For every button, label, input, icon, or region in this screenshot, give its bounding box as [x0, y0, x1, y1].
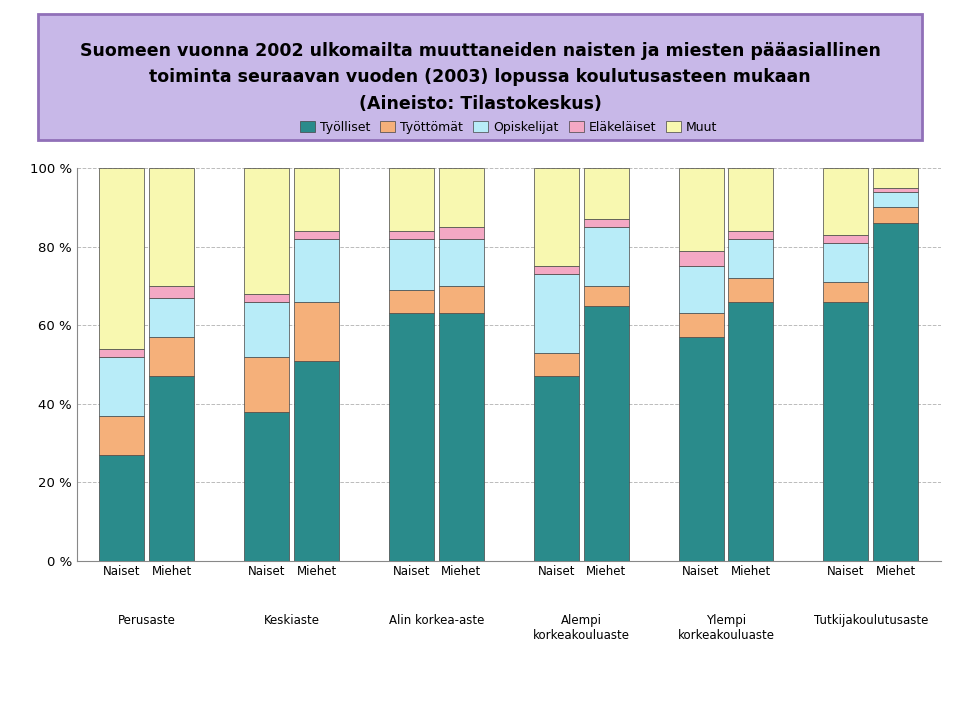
- Text: Suomeen vuonna 2002 ulkomailta muuttaneiden naisten ja miesten pääasiallinen
toi: Suomeen vuonna 2002 ulkomailta muuttanei…: [80, 42, 880, 112]
- FancyBboxPatch shape: [38, 14, 922, 140]
- Bar: [679, 251, 724, 266]
- Bar: [679, 266, 724, 313]
- Bar: [244, 301, 289, 357]
- Bar: [439, 227, 484, 239]
- Bar: [389, 239, 434, 290]
- Bar: [99, 168, 144, 349]
- Bar: [874, 207, 919, 223]
- Bar: [439, 313, 484, 561]
- Bar: [534, 266, 579, 274]
- Bar: [584, 306, 629, 561]
- Bar: [824, 301, 869, 561]
- Bar: [244, 357, 289, 411]
- Bar: [149, 298, 194, 337]
- Bar: [874, 223, 919, 561]
- Text: Alin korkea-aste: Alin korkea-aste: [389, 613, 484, 627]
- Bar: [389, 168, 434, 231]
- Bar: [244, 294, 289, 301]
- Bar: [389, 290, 434, 313]
- Bar: [244, 168, 289, 294]
- Bar: [729, 239, 774, 278]
- Bar: [584, 227, 629, 286]
- Bar: [729, 231, 774, 239]
- Bar: [824, 282, 869, 301]
- Bar: [584, 286, 629, 306]
- Bar: [439, 286, 484, 313]
- Bar: [99, 357, 144, 416]
- Bar: [824, 168, 869, 235]
- Bar: [729, 301, 774, 561]
- Bar: [729, 278, 774, 301]
- Bar: [244, 411, 289, 561]
- Bar: [389, 313, 434, 561]
- Text: Perusaste: Perusaste: [118, 613, 176, 627]
- Bar: [294, 231, 339, 239]
- Bar: [729, 168, 774, 231]
- Bar: [149, 286, 194, 298]
- Bar: [149, 376, 194, 561]
- Bar: [534, 376, 579, 561]
- Bar: [389, 231, 434, 239]
- Text: Alempi
korkeakouluaste: Alempi korkeakouluaste: [533, 613, 630, 641]
- Text: Tutkijakoulutusaste: Tutkijakoulutusaste: [813, 613, 928, 627]
- Bar: [149, 168, 194, 286]
- Bar: [294, 168, 339, 231]
- Bar: [584, 168, 629, 219]
- Bar: [99, 349, 144, 357]
- Bar: [439, 239, 484, 286]
- Bar: [679, 313, 724, 337]
- Bar: [99, 416, 144, 455]
- Bar: [874, 168, 919, 188]
- Bar: [824, 243, 869, 282]
- Bar: [824, 235, 869, 243]
- Bar: [534, 168, 579, 266]
- Bar: [294, 360, 339, 561]
- Bar: [149, 337, 194, 376]
- Text: Keskiaste: Keskiaste: [264, 613, 320, 627]
- Bar: [99, 455, 144, 561]
- Bar: [874, 192, 919, 207]
- Bar: [534, 274, 579, 353]
- Bar: [534, 353, 579, 376]
- Bar: [679, 168, 724, 251]
- Text: Ylempi
korkeakouluaste: Ylempi korkeakouluaste: [678, 613, 775, 641]
- Legend: Työlliset, Työttömät, Opiskelijat, Eläkeläiset, Muut: Työlliset, Työttömät, Opiskelijat, Eläke…: [295, 116, 723, 139]
- Bar: [294, 239, 339, 301]
- Bar: [584, 219, 629, 227]
- Bar: [679, 337, 724, 561]
- Bar: [294, 301, 339, 360]
- Bar: [439, 168, 484, 227]
- Bar: [874, 188, 919, 192]
